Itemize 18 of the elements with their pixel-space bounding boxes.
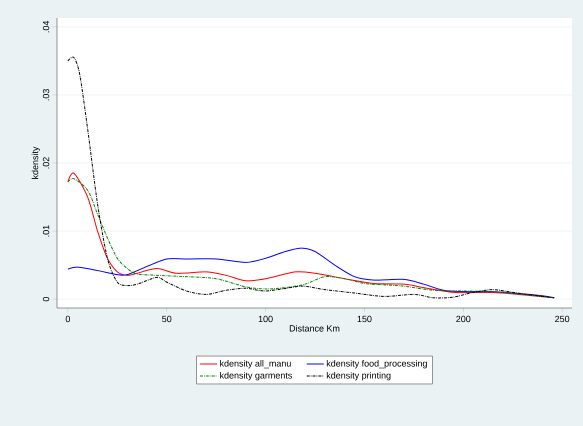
y-tick-label: .04 bbox=[42, 20, 50, 32]
y-axis-title: kdensity bbox=[32, 146, 40, 179]
line-series bbox=[67, 56, 555, 298]
legend-label: kdensity food_processing bbox=[326, 360, 427, 368]
legend-label: kdensity all_manu bbox=[220, 360, 291, 368]
x-tick-label: 250 bbox=[555, 316, 570, 322]
x-tick-label: 50 bbox=[162, 316, 172, 322]
x-tick-label: 100 bbox=[258, 316, 273, 322]
x-tick-label: 150 bbox=[358, 316, 372, 322]
x-axis-title: Distance Km bbox=[290, 324, 340, 332]
legend-label: kdensity printing bbox=[326, 372, 390, 380]
x-tick-label: 0 bbox=[66, 316, 70, 322]
x-tick-label: 200 bbox=[456, 316, 470, 322]
y-tick-label: .03 bbox=[42, 89, 50, 100]
y-tick-label: .01 bbox=[42, 225, 50, 236]
y-tick-label: .02 bbox=[42, 157, 50, 168]
legend-label: kdensity garments bbox=[220, 372, 292, 380]
y-tick-label: 0 bbox=[42, 297, 50, 302]
